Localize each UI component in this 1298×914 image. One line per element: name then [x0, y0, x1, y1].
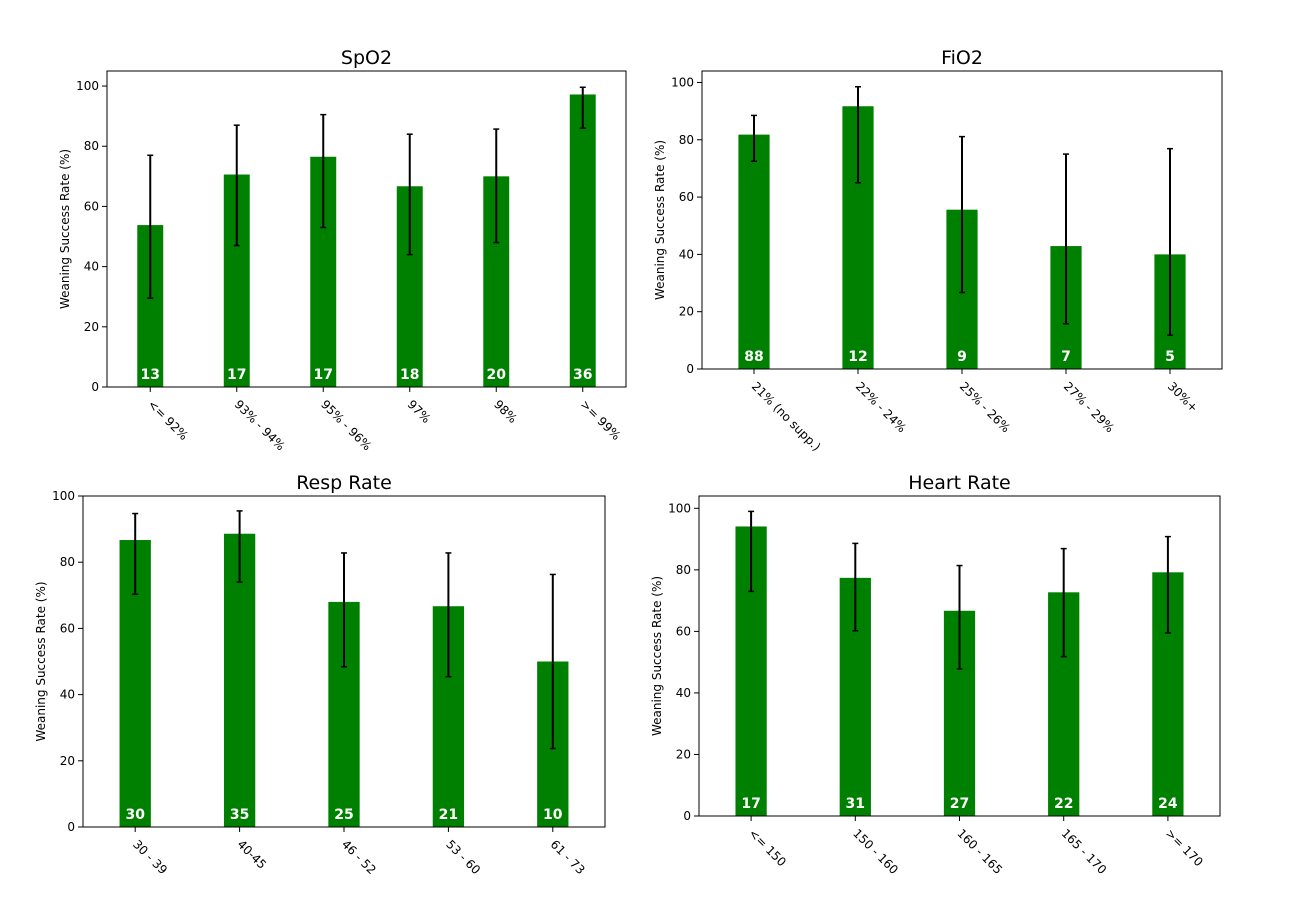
y-tick-label: 60 — [60, 621, 75, 635]
chart-panel: FiO2 Weaning Success Rate (%) 0 20 40 60 80 100… — [653, 47, 1223, 454]
bar-count-label: 13 — [141, 367, 160, 383]
bar — [738, 134, 770, 369]
plot-frame — [106, 70, 627, 388]
bar-count-label: 22 — [1054, 796, 1073, 812]
bar-count-label: 9 — [957, 349, 967, 365]
x-tick-label: 30 - 39 — [130, 837, 170, 877]
bar-count-label: 10 — [543, 807, 563, 823]
chart-panel: Heart Rate Weaning Success Rate (%) 0 20 40 6… — [650, 472, 1221, 877]
plot-frame — [698, 495, 1221, 817]
bar-count-label: 12 — [848, 349, 867, 365]
y-tick-label: 20 — [676, 747, 691, 761]
x-tick-label: >= 99% — [578, 397, 624, 443]
y-tick-label: 40 — [60, 688, 75, 702]
y-tick-label: 0 — [683, 809, 691, 823]
y-tick-label: 80 — [679, 133, 694, 147]
chart-panel: SpO2 Weaning Success Rate (%) 0 20 40 60 80 100… — [58, 47, 627, 453]
chart-title: Heart Rate — [908, 472, 1011, 494]
bar-count-label: 21 — [439, 807, 458, 823]
bar-count-label: 27 — [950, 796, 969, 812]
x-tick-label: <= 150 — [746, 826, 789, 869]
bar-count-label: 25 — [334, 807, 353, 823]
x-tick-label: 165 - 170 — [1059, 826, 1110, 877]
y-tick-label: 20 — [84, 320, 99, 334]
x-tick-label: 40-45 — [234, 837, 269, 872]
bar-count-label: 30 — [125, 807, 145, 823]
y-tick-label: 100 — [52, 489, 75, 503]
y-tick-label: 100 — [668, 501, 691, 515]
bar-count-label: 17 — [314, 367, 333, 383]
y-axis-label: Weaning Success Rate (%) — [650, 576, 664, 736]
x-tick-label: 53 - 60 — [443, 837, 483, 877]
y-tick-label: 80 — [60, 555, 75, 569]
x-tick-label: 98% — [491, 397, 520, 426]
y-tick-label: 40 — [84, 260, 99, 274]
chart-title: Resp Rate — [296, 472, 392, 494]
x-tick-label: 97% — [405, 397, 434, 426]
plot-frame — [82, 495, 606, 828]
x-tick-label: >= 170 — [1163, 826, 1206, 869]
bar-count-label: 88 — [744, 349, 763, 365]
y-tick-label: 60 — [676, 624, 691, 638]
y-axis-label: Weaning Success Rate (%) — [58, 149, 72, 309]
chart-title: SpO2 — [341, 47, 392, 69]
bar-count-label: 17 — [227, 367, 246, 383]
x-tick-label: 160 - 165 — [954, 826, 1005, 877]
x-tick-label: 93% - 94% — [232, 397, 288, 453]
bar-count-label: 31 — [846, 796, 865, 812]
y-tick-label: 0 — [67, 820, 75, 834]
x-tick-label: 30%+ — [1165, 379, 1201, 415]
x-tick-label: <= 92% — [145, 397, 191, 443]
y-tick-label: 40 — [679, 247, 694, 261]
bar-count-label: 17 — [741, 796, 760, 812]
x-tick-label: 25% - 26% — [957, 379, 1013, 435]
bar-count-label: 24 — [1158, 796, 1178, 812]
y-tick-label: 80 — [84, 139, 99, 153]
x-tick-label: 150 - 160 — [850, 826, 901, 877]
y-tick-label: 80 — [676, 563, 691, 577]
bar-count-label: 18 — [400, 367, 419, 383]
y-tick-label: 0 — [686, 362, 694, 376]
bar-count-label: 5 — [1165, 349, 1175, 365]
bar — [569, 94, 596, 387]
y-tick-label: 60 — [84, 199, 99, 213]
chart-title: FiO2 — [941, 47, 983, 69]
bar-count-label: 20 — [487, 367, 507, 383]
x-tick-label: 21% (no supp.) — [749, 379, 824, 454]
bar-count-label: 36 — [573, 367, 592, 383]
plot-frame — [701, 70, 1223, 370]
x-tick-label: 46 - 52 — [339, 837, 379, 877]
y-tick-label: 60 — [679, 190, 694, 204]
y-tick-label: 20 — [60, 754, 75, 768]
y-tick-label: 0 — [91, 380, 99, 394]
y-tick-label: 40 — [676, 686, 691, 700]
x-tick-label: 61 - 73 — [548, 837, 588, 877]
bar-count-label: 35 — [230, 807, 249, 823]
y-tick-label: 100 — [76, 79, 99, 93]
y-axis-label: Weaning Success Rate (%) — [34, 581, 48, 741]
chart-panel: Resp Rate Weaning Success Rate (%) 0 20 40 60… — [34, 472, 606, 877]
y-axis-label: Weaning Success Rate (%) — [653, 140, 667, 300]
x-tick-label: 27% - 29% — [1061, 379, 1117, 435]
bar-count-label: 7 — [1061, 349, 1071, 365]
y-tick-label: 100 — [671, 75, 694, 89]
x-tick-label: 22% - 24% — [853, 379, 909, 435]
x-tick-label: 95% - 96% — [318, 397, 374, 453]
y-tick-label: 20 — [679, 305, 694, 319]
